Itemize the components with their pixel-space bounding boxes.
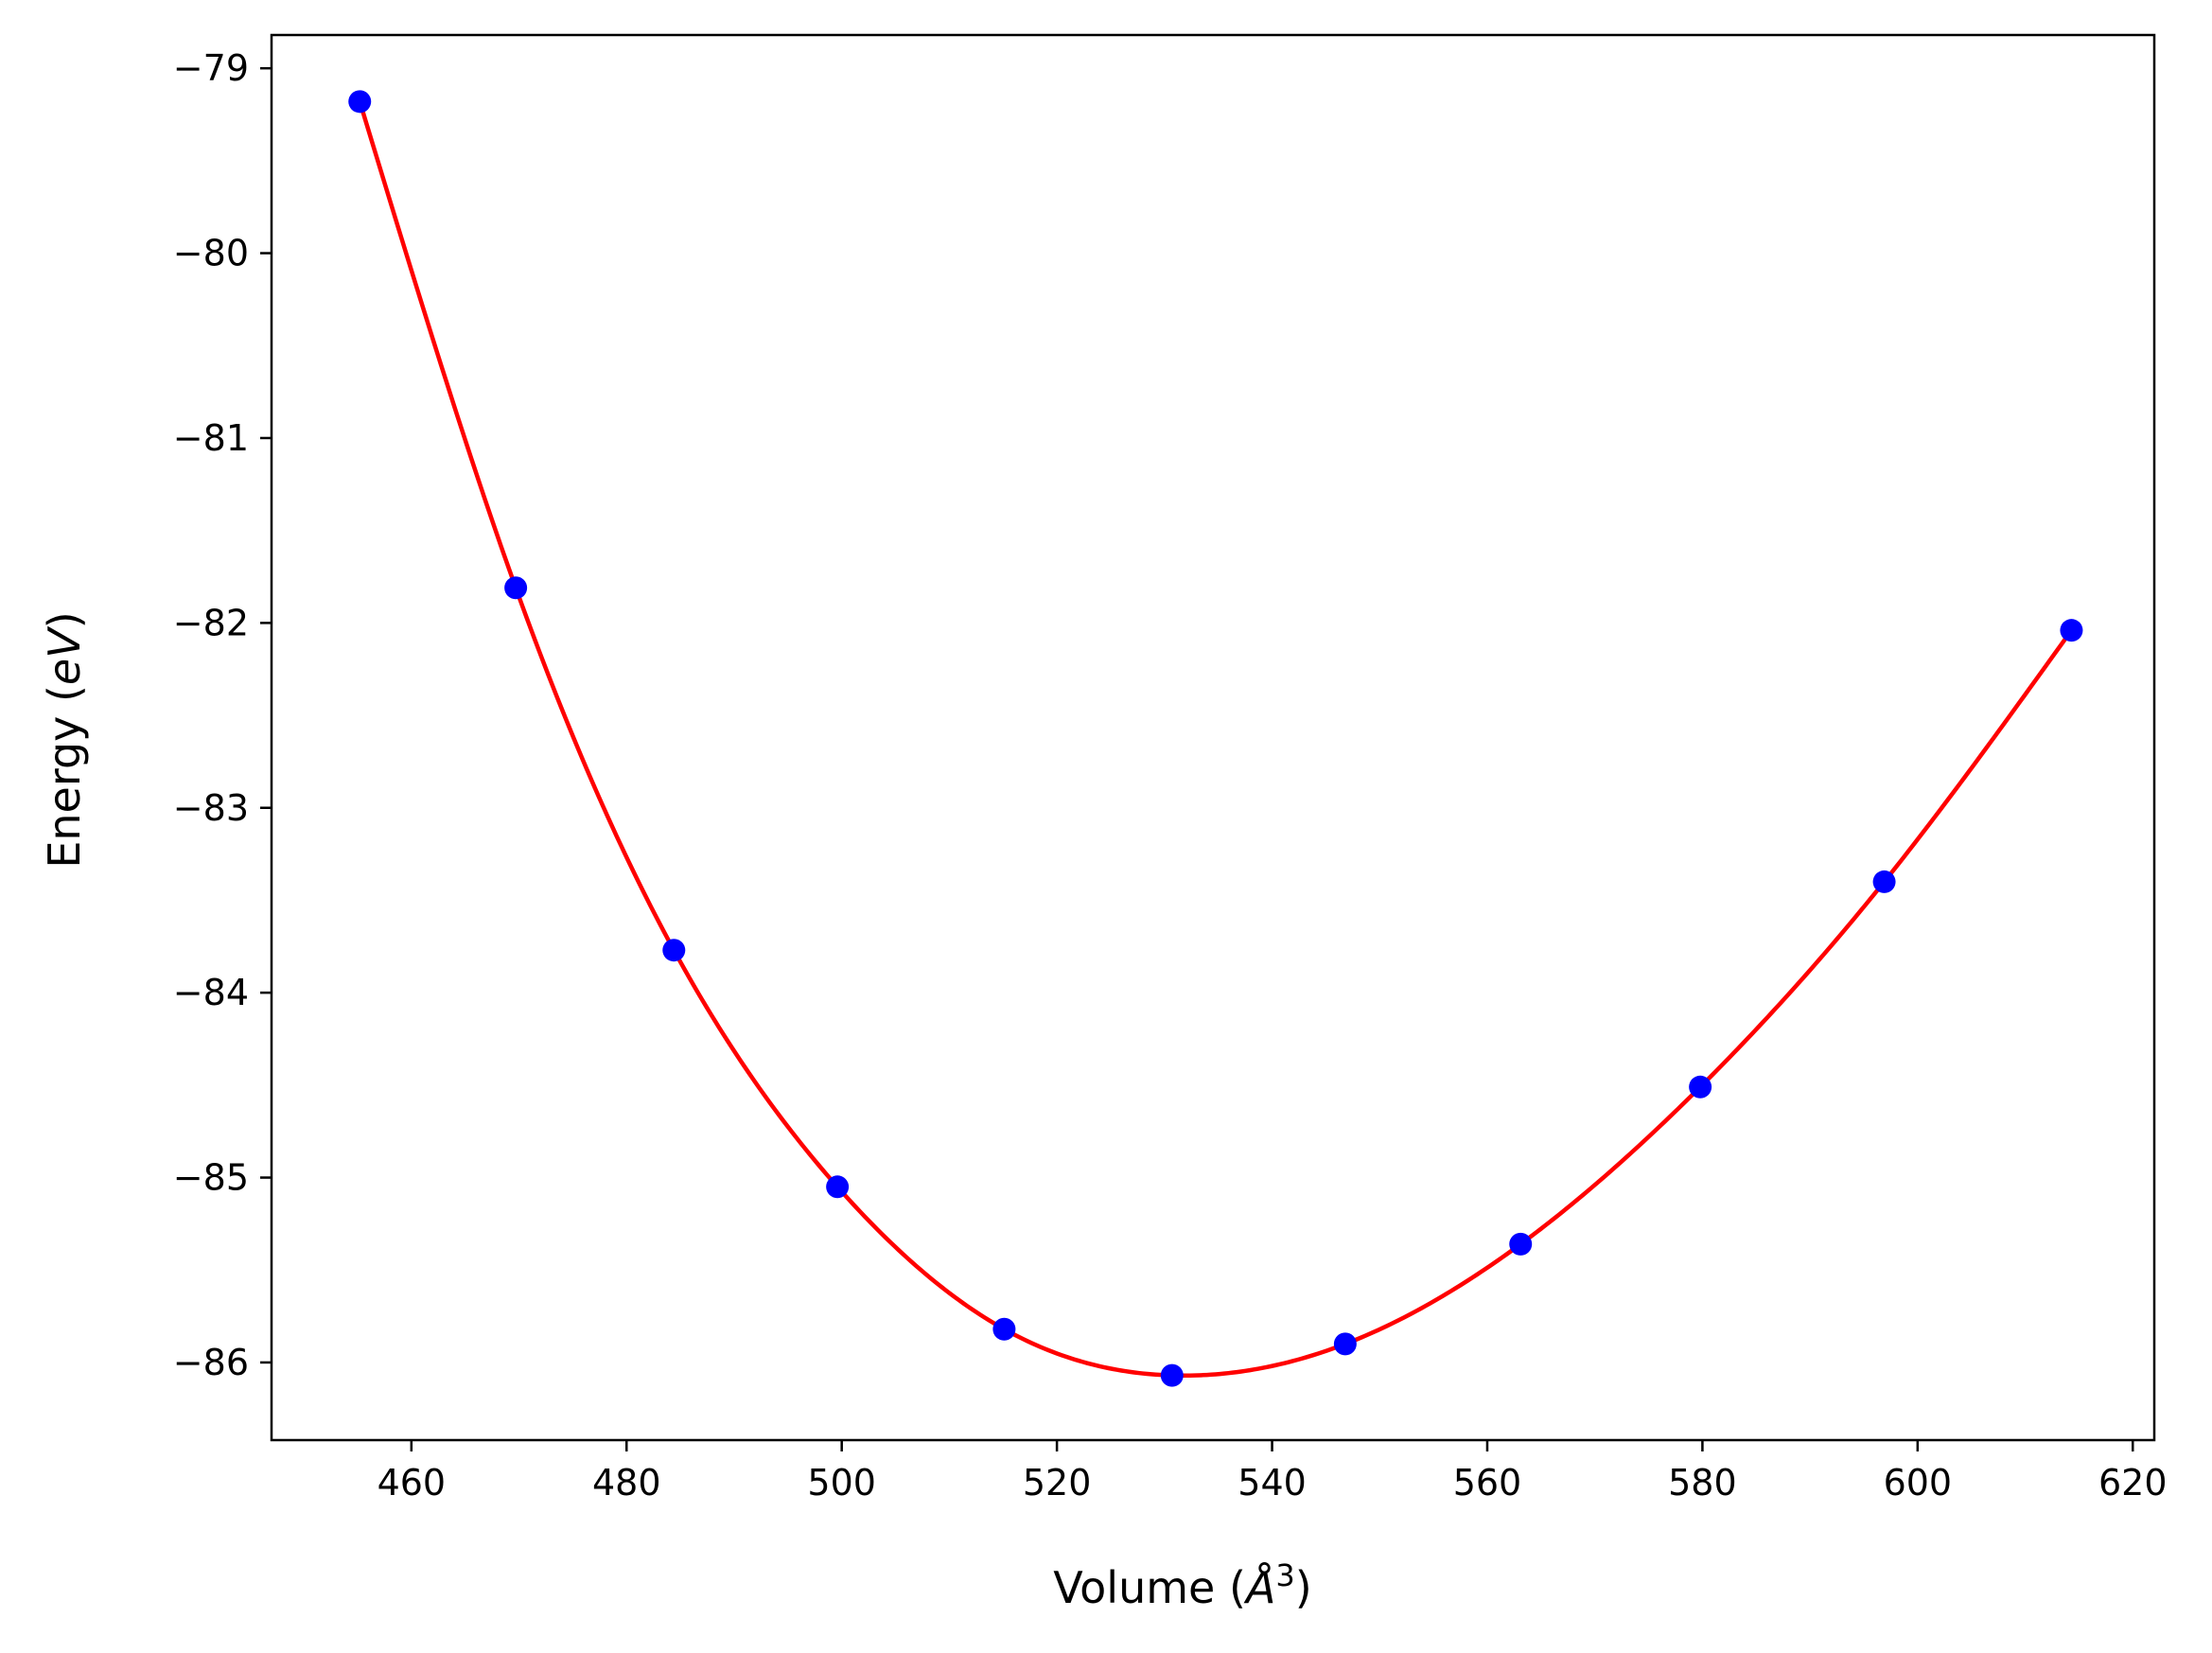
data-point [1509, 1232, 1533, 1256]
x-tick-label: 560 [1453, 1462, 1522, 1504]
y-axis-ticks: −79 −80 −81 −82 −83 −84 −85 −86 [173, 47, 272, 1383]
y-tick-label: −83 [173, 787, 249, 829]
x-axis-ticks: 460 480 500 520 540 560 580 600 620 [377, 1440, 2168, 1504]
y-tick-label: −84 [173, 972, 249, 1013]
y-tick-label: −85 [173, 1157, 249, 1199]
y-axis-unit: eV [39, 625, 90, 685]
data-point [662, 939, 686, 962]
x-tick-label: 620 [2098, 1462, 2168, 1504]
x-axis-unit-exponent: 3 [1275, 1557, 1294, 1593]
x-tick-label: 520 [1023, 1462, 1092, 1504]
x-tick-label: 480 [592, 1462, 661, 1504]
y-axis-label: Energy (eV) [39, 611, 90, 868]
data-point [1333, 1332, 1357, 1356]
x-tick-label: 460 [377, 1462, 447, 1504]
data-point [826, 1175, 850, 1199]
y-axis-label-text: Energy [39, 716, 90, 869]
x-tick-label: 600 [1884, 1462, 1953, 1504]
x-axis-label: Volume (Å3) [1053, 1557, 1311, 1613]
x-axis-unit: Å [1243, 1562, 1275, 1613]
x-tick-label: 540 [1238, 1462, 1307, 1504]
data-point [992, 1317, 1016, 1341]
data-point [1689, 1075, 1712, 1099]
y-tick-label: −79 [173, 47, 249, 89]
y-tick-label: −80 [173, 233, 249, 274]
data-point [1160, 1363, 1184, 1387]
x-tick-label: 580 [1668, 1462, 1737, 1504]
x-tick-label: 500 [807, 1462, 876, 1504]
y-tick-label: −81 [173, 417, 249, 459]
data-point [2060, 619, 2083, 642]
plot-area [348, 90, 2083, 1387]
y-tick-label: −82 [173, 602, 249, 643]
fit-curve [358, 100, 2074, 1379]
data-point [348, 90, 372, 114]
data-point [1872, 870, 1896, 893]
x-axis-label-text: Volume [1053, 1562, 1215, 1613]
data-point [504, 576, 528, 600]
y-tick-label: −86 [173, 1342, 249, 1383]
plot-frame [270, 33, 2156, 1442]
